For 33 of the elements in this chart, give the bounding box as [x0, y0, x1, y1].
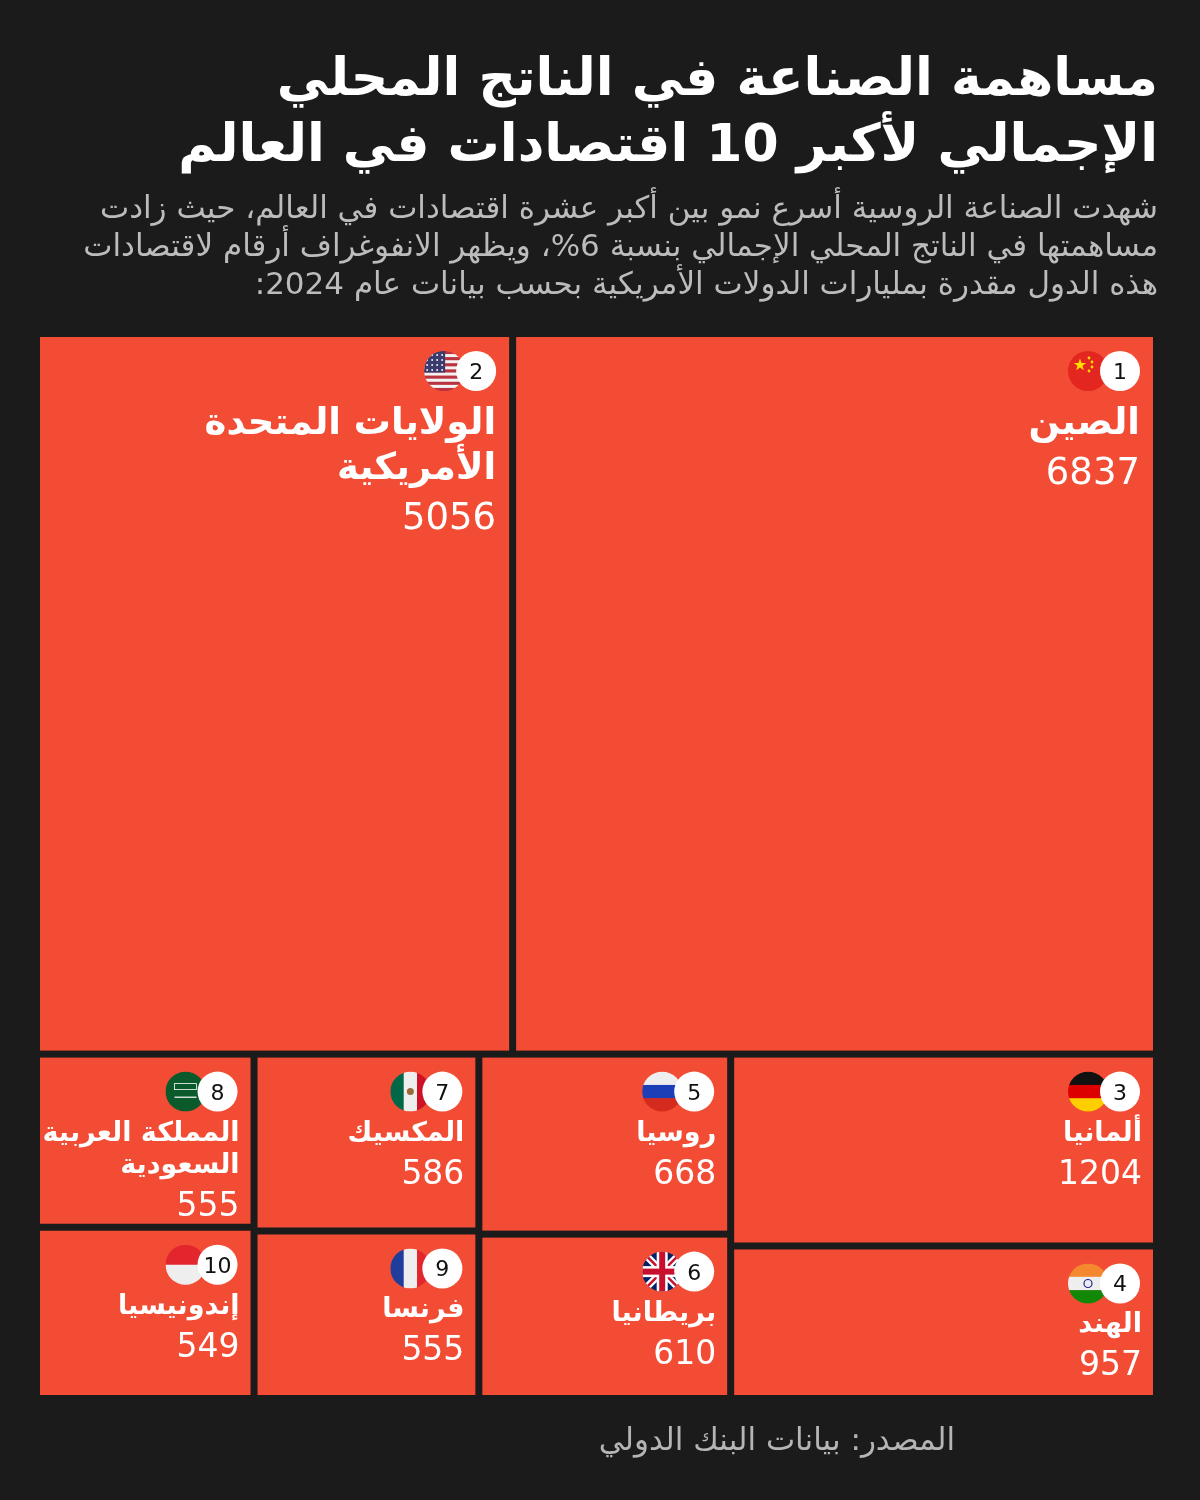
- rank-badge: 7: [422, 1071, 463, 1112]
- category-label: ألمانيا: [1062, 1115, 1142, 1148]
- rank-badge: 10: [197, 1244, 238, 1285]
- rank-badge: 1: [1100, 351, 1140, 391]
- data-label: 555: [175, 1184, 240, 1225]
- category-label: الولايات المتحدة الأمريكية: [203, 399, 497, 489]
- data-label: 5056: [400, 494, 497, 540]
- rank-badge: 6: [674, 1251, 715, 1292]
- rank-badge: 2: [456, 351, 497, 391]
- data-label: 549: [175, 1325, 240, 1366]
- category-label: إندونيسيا: [116, 1288, 240, 1321]
- data-label: 1204: [1057, 1152, 1142, 1193]
- data-label: 610: [652, 1332, 717, 1373]
- data-label: 957: [1078, 1344, 1142, 1385]
- category-label: الهند: [1077, 1307, 1142, 1340]
- data-label: 586: [400, 1152, 465, 1193]
- category-label: روسيا: [635, 1115, 717, 1148]
- rank-badge: 4: [1100, 1263, 1140, 1304]
- text: المصدر: بيانات البنك الدولي: [597, 1420, 955, 1460]
- category-label: الصين: [1027, 399, 1140, 444]
- data-label: 668: [652, 1152, 717, 1193]
- text: مساهمة الصناعة في الناتج المحلي الإجمالي لأكبر 10 اقتصادات في العالم: [177, 46, 1158, 176]
- rank-badge: 5: [674, 1071, 715, 1112]
- category-label: بريطانيا: [610, 1295, 717, 1328]
- category-label: المملكة العربية السعودية: [41, 1115, 240, 1180]
- text: شهدت الصناعة الروسية أسرع نمو بين أكبر عشرة اقتصادات في العالم، حيث زادت مساهمتها في الناتج المحلي الإجمالي بنسبة 6%، ويظهر الانفوغراف أرقام لاقتصادات هذه الدول مقدرة بمليارات الدولات الأمريكية بحسب بيانات عام 2024:: [82, 188, 1158, 302]
- data-label: 6837: [1044, 449, 1140, 495]
- data-label: 555: [400, 1329, 465, 1370]
- rank-badge: 8: [197, 1071, 238, 1112]
- rank-badge: 3: [1100, 1071, 1140, 1112]
- category-label: فرنسا: [381, 1292, 465, 1325]
- category-label: المكسيك: [346, 1115, 465, 1148]
- rank-badge: 9: [422, 1248, 463, 1289]
